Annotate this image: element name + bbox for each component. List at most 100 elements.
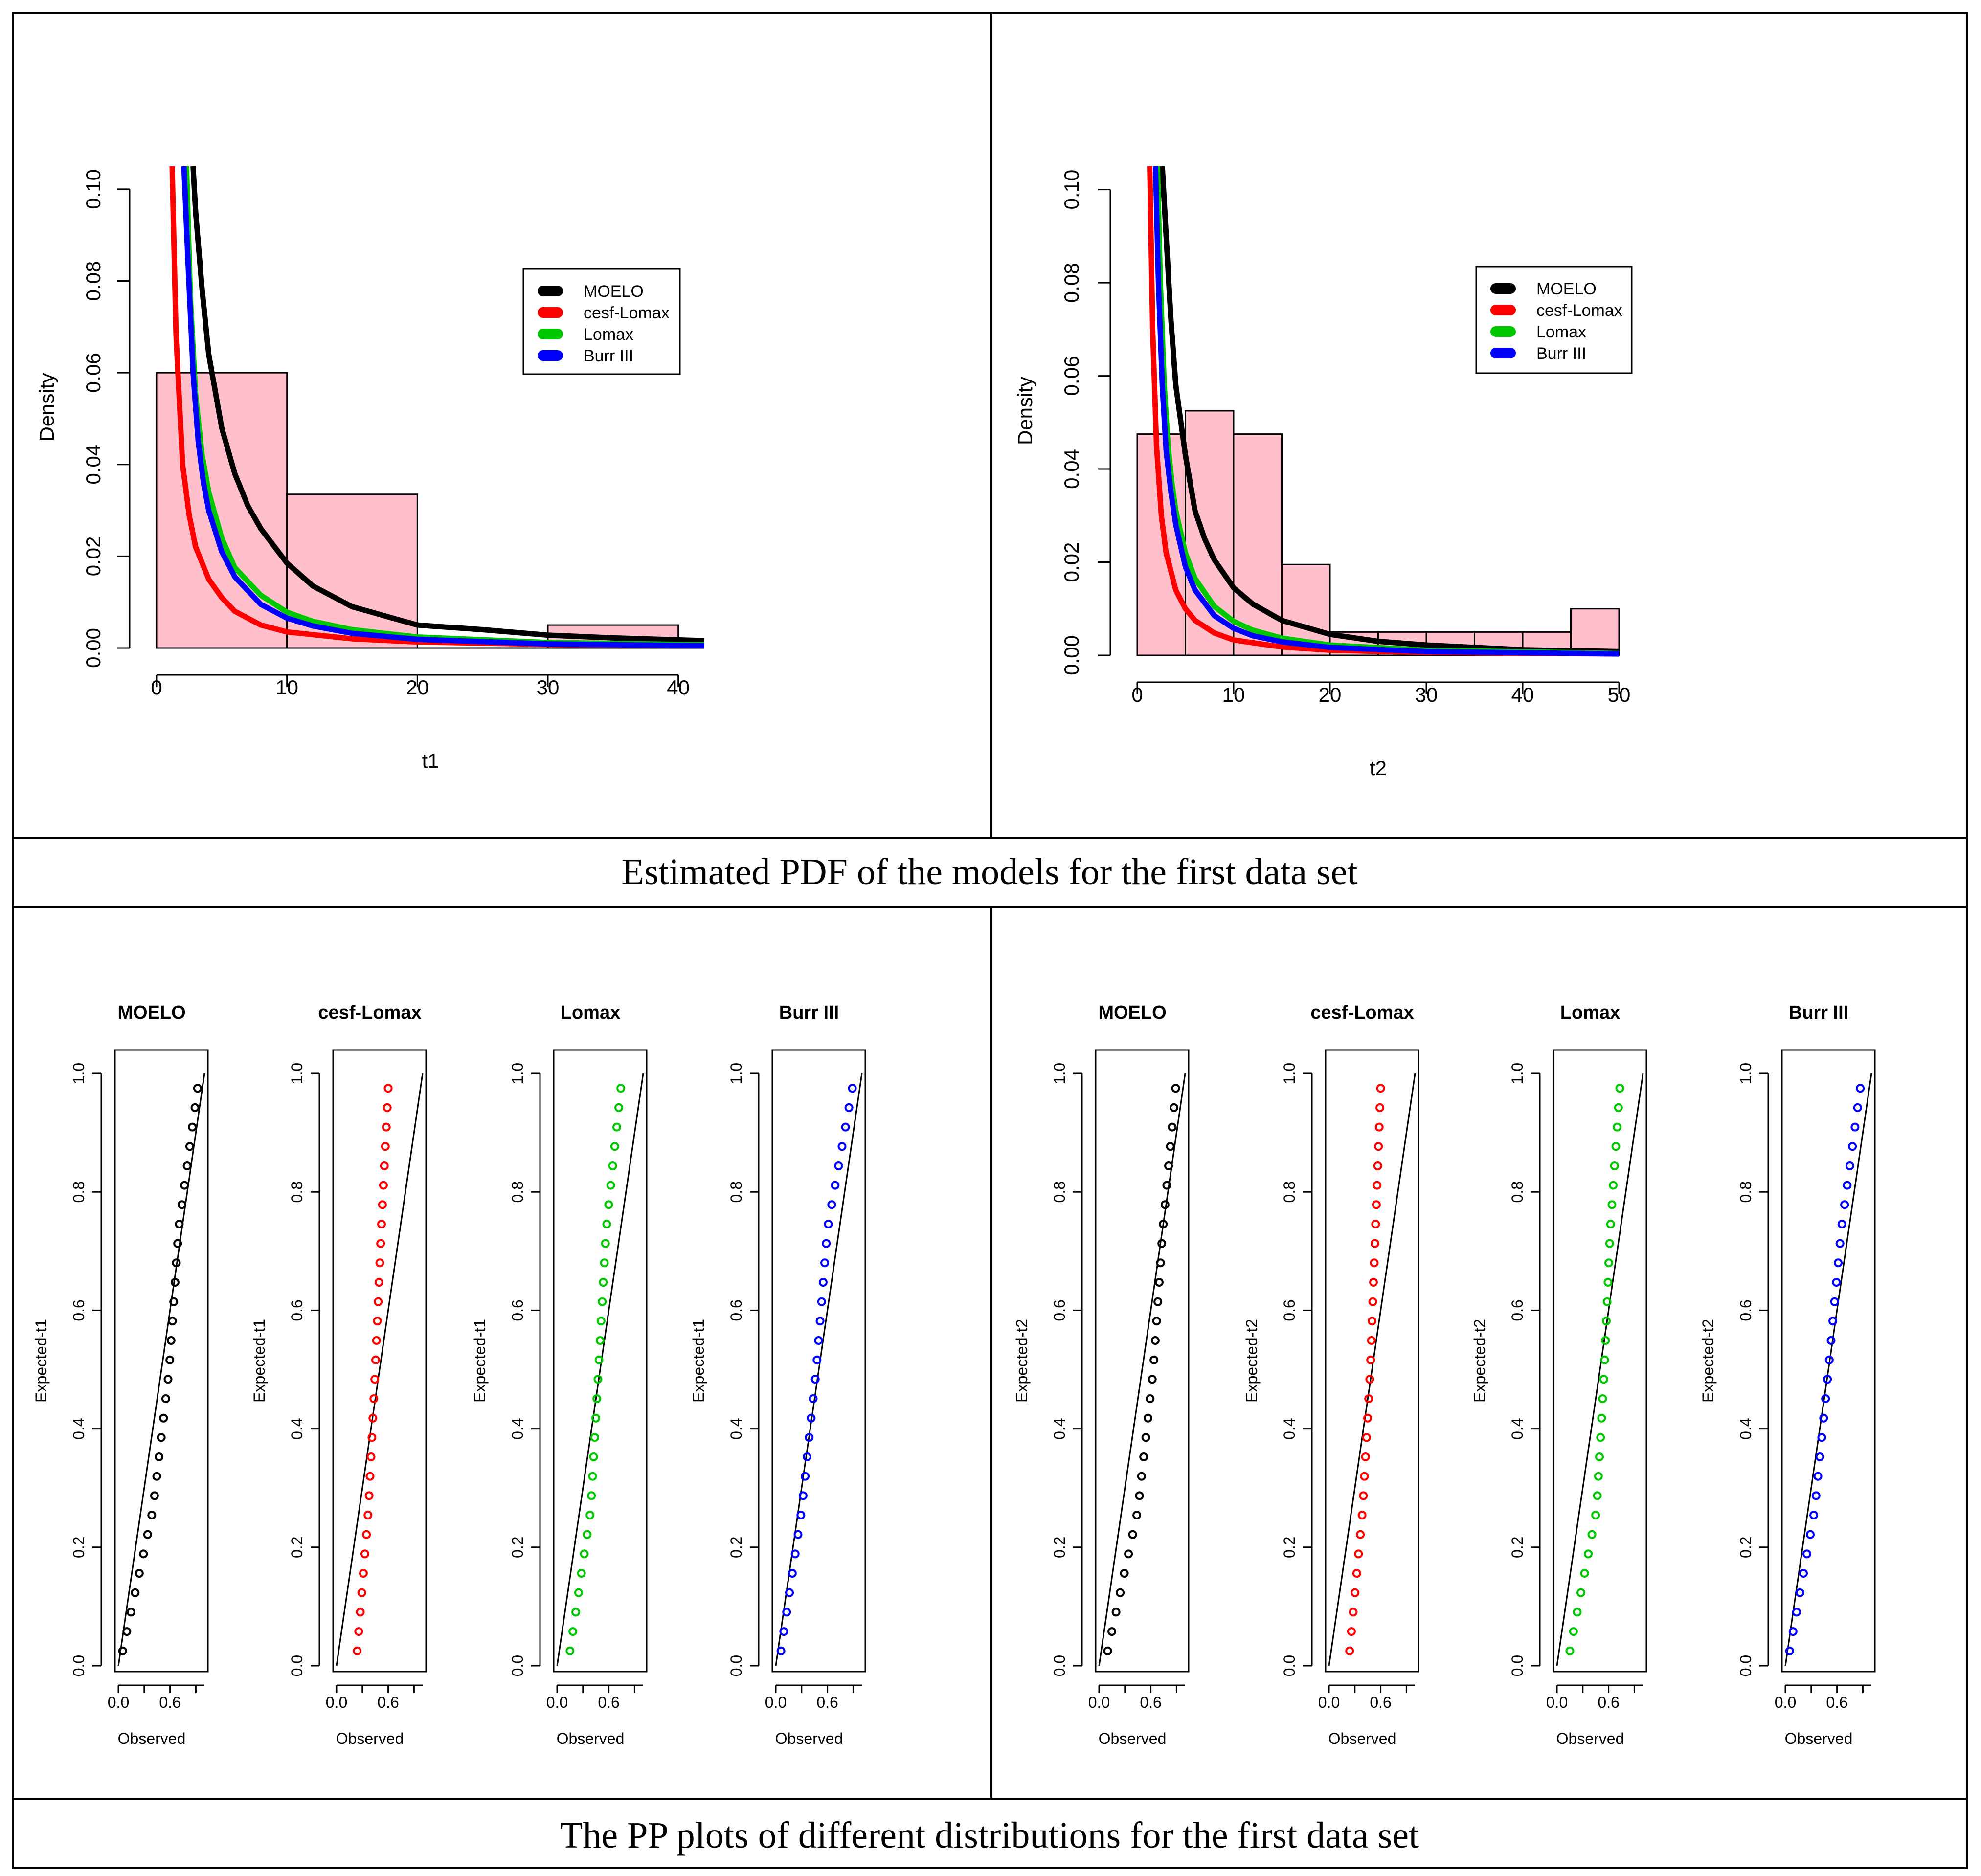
pp-point	[1569, 1627, 1578, 1636]
plots-layer: 0.000.020.040.060.080.100 10 20 30 40t1Densi…	[32, 166, 1876, 1747]
chart-pp_t1_moelo: MOELO 0.0 0.2 0.4 0.6 0.8 1.0 Expected-t1 0.0 0.6…	[32, 1003, 209, 1747]
pp-point	[577, 1569, 586, 1578]
pp-point	[118, 1646, 127, 1655]
plot-box	[1781, 1049, 1876, 1673]
pp-point	[1828, 1317, 1838, 1326]
pp-point	[1361, 1452, 1370, 1461]
pp-point	[1144, 1413, 1152, 1423]
x-tick-label: 0.6	[816, 1694, 838, 1711]
hist-bar	[1570, 608, 1620, 656]
y-tick-label: 0.8	[70, 1181, 88, 1203]
pp-point	[1157, 1239, 1167, 1248]
pp-point	[1596, 1433, 1605, 1442]
pp-point	[593, 1375, 603, 1384]
pp-point	[1362, 1433, 1371, 1442]
pp-point	[814, 1336, 823, 1345]
pp-point	[1124, 1549, 1133, 1559]
y-axis-label: Expected-t1	[250, 1319, 268, 1403]
pp-point	[1584, 1549, 1593, 1559]
y-tick-label: 0.0	[70, 1655, 88, 1676]
y-tick-label: 0.06	[1060, 356, 1083, 396]
pp-point	[383, 1084, 393, 1093]
y-tick-label: 0.06	[82, 353, 105, 393]
y-tick-label: 0.8	[1051, 1181, 1068, 1203]
x-tick-label: 0.6	[598, 1694, 619, 1711]
pp-point	[1848, 1142, 1857, 1151]
y-tick-label: 0.4	[509, 1418, 526, 1439]
pp-point	[1850, 1122, 1860, 1132]
hist-bar	[1136, 433, 1186, 656]
pp-point	[1832, 1278, 1841, 1287]
pp-point	[600, 1258, 609, 1268]
pp-point	[152, 1472, 161, 1481]
pp-point	[591, 1413, 600, 1423]
pp-point	[1359, 1491, 1368, 1500]
x-tick-label: 0.0	[1318, 1694, 1340, 1711]
legend-label: Lomax	[1536, 323, 1586, 341]
pp-point	[382, 1122, 391, 1132]
pp-point	[801, 1472, 810, 1481]
pp-point	[810, 1375, 820, 1384]
pp-point	[193, 1084, 202, 1093]
pp-point	[824, 1220, 833, 1228]
pp-point	[1594, 1472, 1603, 1481]
pp-point	[1111, 1608, 1121, 1617]
y-tick-label: 0.8	[1737, 1181, 1755, 1203]
pp-point	[379, 1181, 388, 1190]
pp-point	[362, 1530, 371, 1539]
y-tick-label: 0.08	[82, 261, 105, 301]
y-tick-label: 1.0	[1737, 1063, 1755, 1084]
pp-point	[1373, 1161, 1382, 1170]
pp-point	[1792, 1608, 1801, 1617]
pp-point	[776, 1646, 786, 1655]
pp-point	[1135, 1491, 1144, 1500]
y-tick-label: 0.10	[82, 169, 105, 209]
y-tick-label: 1.0	[1508, 1063, 1526, 1084]
pp-point	[822, 1239, 831, 1248]
pp-point	[139, 1549, 148, 1559]
pp-point	[1806, 1530, 1815, 1539]
x-tick-label: 0.0	[326, 1694, 347, 1711]
pp-point	[585, 1511, 595, 1519]
pp-point	[1817, 1433, 1826, 1442]
pp-point	[1830, 1297, 1839, 1306]
pp-point	[1809, 1511, 1819, 1519]
y-tick-label: 0.4	[1737, 1418, 1755, 1439]
pp-point	[602, 1220, 611, 1228]
caption-pdf: Estimated PDF of the models for the firs…	[622, 851, 1358, 893]
pp-point	[1615, 1084, 1624, 1093]
pp-point	[571, 1608, 581, 1617]
x-tick-label: 0.6	[159, 1694, 180, 1711]
pp-point	[135, 1569, 144, 1578]
x-tick-label: 0.0	[1775, 1694, 1796, 1711]
y-tick-label: 0.6	[288, 1299, 306, 1321]
pp-point	[190, 1103, 200, 1112]
reference-line	[1328, 1073, 1416, 1666]
pp-point	[1150, 1336, 1160, 1345]
x-tick-label: 0.0	[108, 1694, 129, 1711]
pp-point	[161, 1394, 170, 1403]
pp-point	[373, 1317, 382, 1326]
pp-point	[604, 1200, 613, 1209]
pp-point	[1374, 1122, 1384, 1132]
pp-point	[1605, 1239, 1614, 1248]
y-tick-label: 0.04	[82, 445, 105, 485]
chart-pp_t1_lomax: Lomax 0.0 0.2 0.4 0.6 0.8 1.0 Expected-t1 0.0 0.6…	[471, 1003, 648, 1747]
pp-point	[1156, 1258, 1165, 1268]
pp-point	[1815, 1452, 1824, 1461]
y-tick-label: 0.6	[1281, 1299, 1298, 1321]
y-tick-label: 1.0	[288, 1063, 306, 1084]
pp-point	[380, 1161, 389, 1170]
pp-point	[1153, 1297, 1163, 1306]
pp-point	[1811, 1491, 1821, 1500]
pp-point	[353, 1646, 362, 1655]
y-tick-label: 0.0	[1281, 1655, 1298, 1676]
y-axis-label: Density	[1013, 377, 1036, 445]
x-tick-label: 0.6	[377, 1694, 399, 1711]
curve-cesf-lomax	[169, 166, 705, 648]
pp-point	[1162, 1181, 1171, 1190]
panel-frame	[12, 12, 1968, 1869]
pp-point	[1152, 1317, 1161, 1326]
pp-point	[360, 1549, 369, 1559]
y-axis-label: Expected-t2	[1471, 1319, 1488, 1403]
